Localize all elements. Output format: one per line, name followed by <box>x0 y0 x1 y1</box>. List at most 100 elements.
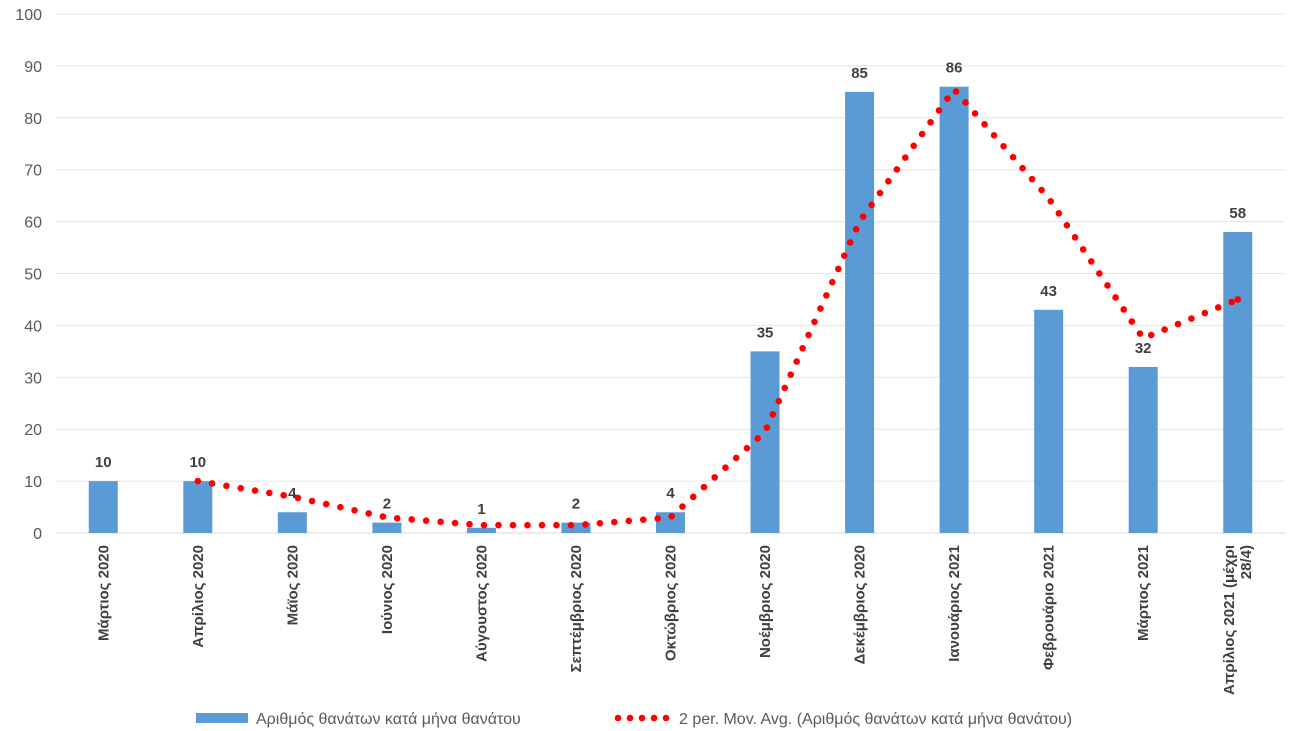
bar <box>88 481 118 533</box>
data-label: 43 <box>1040 283 1057 300</box>
moving-average-dot <box>495 521 502 529</box>
moving-average-dot <box>781 384 789 392</box>
x-tick-label: 28/4) <box>1238 545 1255 579</box>
moving-average-dot <box>834 265 842 273</box>
x-tick-label: Νοέμβριος 2020 <box>757 545 774 658</box>
y-tick-label: 60 <box>24 215 42 232</box>
x-tick-label: Ιανουάριος 2021 <box>946 545 963 662</box>
moving-average-series <box>194 88 1242 529</box>
moving-average-dot <box>962 99 969 106</box>
legend-line-swatch <box>614 714 670 722</box>
moving-average-dot <box>538 521 546 529</box>
data-label: 85 <box>851 65 868 82</box>
moving-average-dot <box>408 516 415 523</box>
moving-average-dot <box>365 510 373 517</box>
bar <box>845 91 875 533</box>
legend: Αριθμός θανάτων κατά μήνα θανάτου 2 per.… <box>196 711 1072 728</box>
x-tick-label: Μάρτιος 2021 <box>1135 545 1152 641</box>
moving-average-dot <box>1028 175 1036 183</box>
moving-average-dot <box>793 358 800 365</box>
bar <box>372 522 402 533</box>
moving-average-dot <box>1161 326 1168 333</box>
data-label: 2 <box>383 496 391 513</box>
moving-average-dot <box>1112 294 1119 301</box>
moving-average-dot <box>952 88 960 95</box>
moving-average-dot <box>208 480 216 487</box>
moving-average-dot <box>194 477 202 485</box>
x-tick-label: Ιούνιος 2020 <box>379 545 396 634</box>
moving-average-dot <box>668 513 676 520</box>
x-tick-label: Σεπτέμβριος 2020 <box>568 545 585 672</box>
moving-average-dot <box>611 518 618 526</box>
moving-average-dot <box>1096 270 1103 277</box>
data-label: 10 <box>189 454 206 471</box>
gridlines <box>56 13 1285 534</box>
bar <box>183 481 213 533</box>
moving-average-dot <box>223 482 230 490</box>
moving-average-dot <box>1120 306 1128 313</box>
data-label: 86 <box>946 60 963 77</box>
moving-average-dot <box>823 292 830 299</box>
x-tick-label: Απρίλιος 2021 (μέχρι <box>1221 545 1238 695</box>
x-tick-label: Μάϊος 2020 <box>284 545 301 625</box>
y-tick-label: 100 <box>15 7 42 24</box>
moving-average-dot <box>990 132 998 139</box>
moving-average-dot <box>237 484 245 492</box>
moving-average-dot <box>451 519 459 527</box>
bar-series <box>88 86 1253 534</box>
moving-average-dot <box>805 331 812 339</box>
moving-average-dot <box>1228 298 1235 306</box>
moving-average-dot <box>910 142 917 150</box>
bar <box>939 86 969 533</box>
moving-average-dot <box>1174 320 1182 328</box>
moving-average-dot <box>689 493 697 501</box>
moving-average-dot <box>1009 153 1017 161</box>
moving-average-dot <box>763 424 771 431</box>
moving-average-dot <box>852 225 860 233</box>
moving-average-dot <box>567 521 575 529</box>
moving-average-dot <box>1055 210 1063 217</box>
legend-bar-swatch <box>196 713 248 723</box>
moving-average-dot <box>337 503 344 511</box>
y-tick-label: 20 <box>24 422 42 439</box>
bar <box>466 527 496 533</box>
moving-average-dot <box>1071 234 1079 241</box>
x-tick-label: Αύγουστος 2020 <box>473 545 490 662</box>
moving-average-dot <box>799 344 806 352</box>
moving-average-dot <box>1128 318 1136 325</box>
moving-average-dot <box>480 521 488 529</box>
moving-average-dot <box>251 487 259 494</box>
legend-line-dot <box>650 714 658 722</box>
moving-average-dot <box>582 521 589 528</box>
moving-average-dot <box>280 491 287 499</box>
moving-average-dot <box>1038 186 1045 194</box>
moving-average-dot <box>876 189 884 197</box>
y-tick-label: 80 <box>24 111 42 128</box>
y-tick-label: 0 <box>33 526 42 543</box>
data-label: 4 <box>666 485 675 502</box>
moving-average-dot <box>466 520 473 528</box>
bar <box>277 512 307 533</box>
bar <box>561 522 591 533</box>
moving-average-dot <box>266 489 273 497</box>
moving-average-dot <box>722 464 729 471</box>
moving-average-dot <box>769 411 777 418</box>
moving-average-dot <box>1047 198 1055 205</box>
moving-average-dot <box>711 474 719 481</box>
moving-average-dot <box>654 515 661 522</box>
moving-average-dot <box>679 503 686 510</box>
moving-average-dot <box>829 278 836 286</box>
y-tick-label: 10 <box>24 474 42 491</box>
moving-average-dot <box>553 521 560 529</box>
data-label: 10 <box>95 454 112 471</box>
y-tick-label: 90 <box>24 59 42 76</box>
moving-average-dot <box>393 514 401 522</box>
moving-average-dot <box>885 177 892 185</box>
moving-average-dot <box>596 519 604 527</box>
moving-average-dot <box>308 497 316 505</box>
moving-average-dot <box>840 252 848 260</box>
moving-average-dot <box>1188 315 1195 322</box>
bar <box>1223 231 1253 534</box>
bar <box>750 351 780 533</box>
moving-average-dot <box>846 239 854 246</box>
